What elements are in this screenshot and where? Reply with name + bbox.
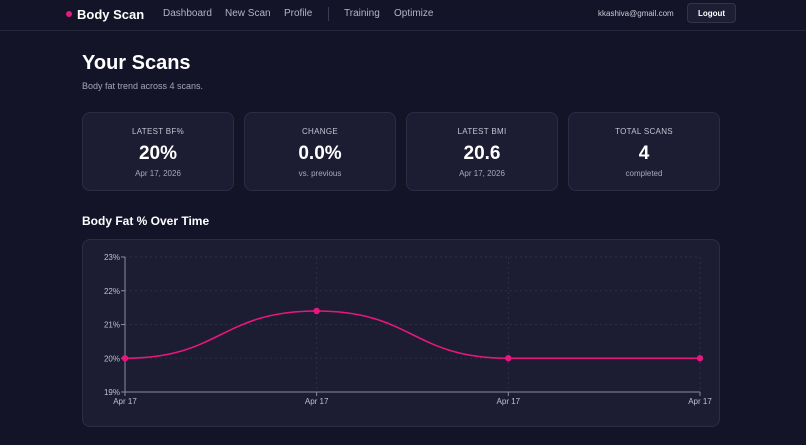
page-title: Your Scans	[82, 52, 191, 74]
data-point	[505, 355, 512, 362]
y-tick-label: 20%	[104, 354, 120, 363]
stat-sub: completed	[625, 169, 663, 178]
stat-label: LATEST BMI	[457, 127, 507, 136]
top-nav: Body Scan Dashboard New Scan Profile Tra…	[0, 0, 806, 31]
logout-button[interactable]: Logout	[687, 3, 736, 23]
x-tick-label: Apr 17	[688, 397, 712, 406]
stat-value: 20.6	[463, 143, 501, 164]
stat-label: CHANGE	[301, 127, 339, 136]
brand[interactable]: Body Scan	[66, 5, 144, 23]
chart-panel: 19% 20% 21% 22% 23% Apr 17 Apr 17 Apr 17 Apr 17	[82, 239, 720, 427]
x-tick-label: Apr 17	[497, 397, 521, 406]
stat-card-latest-bmi: LATEST BMI 20.6 Apr 17, 2026	[406, 112, 558, 191]
nav-link-profile[interactable]: Profile	[284, 8, 313, 19]
stat-card-total-scans: TOTAL SCANS 4 completed	[568, 112, 720, 191]
brand-name: Body Scan	[77, 6, 145, 22]
stat-label: LATEST BF%	[131, 127, 185, 136]
y-tick-label: 19%	[104, 388, 120, 397]
y-tick-label: 21%	[104, 321, 120, 330]
brand-dot-icon	[66, 11, 72, 17]
stat-sub: Apr 17, 2026	[135, 169, 181, 178]
chart-section-title: Body Fat % Over Time	[82, 214, 210, 228]
nav-divider	[328, 7, 329, 21]
x-tick-label: Apr 17	[113, 397, 137, 406]
stat-sub: Apr 17, 2026	[459, 169, 505, 178]
nav-link-new-scan[interactable]: New Scan	[225, 8, 271, 19]
series-line-body-fat	[124, 310, 700, 360]
body-fat-chart: 19% 20% 21% 22% 23% Apr 17 Apr 17 Apr 17 Apr 17	[104, 253, 712, 406]
stat-sub: vs. previous	[298, 169, 342, 178]
stat-value: 4	[638, 143, 650, 164]
x-tick-label: Apr 17	[305, 397, 329, 406]
y-tick-label: 22%	[104, 287, 120, 296]
page-subtitle: Body fat trend across 4 scans.	[82, 81, 204, 91]
stat-card-latest-bf: LATEST BF% 20% Apr 17, 2026	[82, 112, 234, 191]
nav-link-optimize[interactable]: Optimize	[394, 8, 434, 19]
stat-label: TOTAL SCANS	[615, 127, 673, 136]
y-tick-label: 23%	[104, 253, 120, 262]
stat-value: 0.0%	[298, 143, 342, 164]
stat-value: 20%	[138, 143, 178, 164]
data-point	[696, 355, 704, 362]
stat-card-change: CHANGE 0.0% vs. previous	[244, 112, 396, 191]
nav-link-dashboard[interactable]: Dashboard	[163, 8, 212, 19]
nav-link-training[interactable]: Training	[344, 8, 380, 19]
user-email: kkashiva@gmail.com	[598, 9, 674, 18]
data-point	[121, 355, 129, 362]
data-point	[313, 307, 320, 315]
